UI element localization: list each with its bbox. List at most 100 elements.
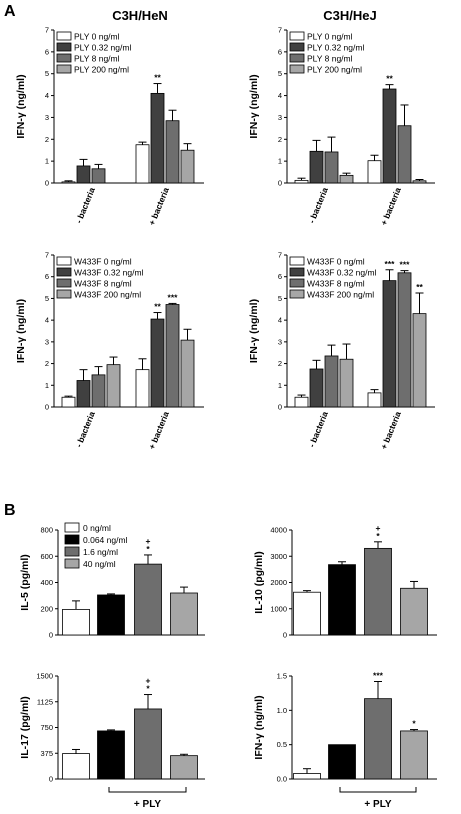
y-tick-label: 1.5 <box>277 672 287 681</box>
y-tick-label: 3 <box>278 337 282 346</box>
y-tick-label: 4 <box>278 91 282 100</box>
y-tick-label: 1500 <box>36 672 53 681</box>
legend-entry: PLY 0.32 ng/ml <box>307 43 364 53</box>
x-category-label: - bacteria <box>306 410 330 449</box>
ply-bracket <box>108 787 187 793</box>
bar-0-0 <box>294 179 309 184</box>
legend-entry: PLY 0.32 ng/ml <box>74 43 131 53</box>
y-tick-label: 600 <box>40 552 53 561</box>
y-tick-label: 4 <box>45 91 49 100</box>
legend-entry: W433F 0.32 ng/ml <box>74 268 144 278</box>
bar-3 <box>170 592 198 636</box>
bar-1 <box>328 744 356 780</box>
x-category-label: - bacteria <box>73 186 97 225</box>
ply-bracket-label: + PLY <box>134 799 161 810</box>
bar-1 <box>328 564 356 636</box>
significance-label: *** <box>373 670 384 680</box>
legend-entry: W433F 0 ng/ml <box>74 257 132 267</box>
legend-entry: 0.064 ng/ml <box>83 535 128 545</box>
y-axis-label: IFN-γ (ng/ml) <box>15 74 27 138</box>
bar-3-0 <box>106 364 121 408</box>
bar-3-1 <box>180 149 195 184</box>
ply-bracket-label: + PLY <box>364 799 391 810</box>
x-category-label: - bacteria <box>306 186 330 225</box>
bar-0-0 <box>294 396 309 408</box>
bar-2 <box>134 708 162 780</box>
legend-entry: PLY 8 ng/ml <box>74 54 120 64</box>
chart-B-IL5: 0 200 400 600 800 IL-5 (pg/ml) *+0 ng/ml 0.064 … <box>19 522 205 640</box>
y-tick-label: 1 <box>278 157 282 166</box>
bar-2-1 <box>397 272 412 408</box>
bar-0 <box>62 753 90 780</box>
y-tick-label: 7 <box>278 251 282 260</box>
chart-A-HeN-PLY: 0 1 2 3 4 5 6 7 IFN-γ (ng/ml) ** - bacteria + bacte… <box>15 26 204 227</box>
legend-swatch <box>56 289 72 299</box>
bar-1-0 <box>76 165 91 184</box>
bar-3 <box>170 755 198 780</box>
chart-B-IL10: 0 1000 2000 3000 4000 IL-10 (pg/ml) *+ <box>253 523 437 640</box>
legend-entry: PLY 0 ng/ml <box>74 32 120 42</box>
chart-A-HeJ-PLY: 0 1 2 3 4 5 6 7 IFN-γ (ng/ml) ** - bacteria + bacte… <box>248 26 435 227</box>
bar-0-1 <box>367 392 382 408</box>
panel-letter-a: A <box>4 3 16 20</box>
significance-label: * <box>376 531 380 541</box>
y-tick-label: 2000 <box>270 578 287 587</box>
bar-0-0 <box>61 396 76 408</box>
y-tick-label: 0 <box>49 775 53 784</box>
y-axis-label: IFN-γ (ng/ml) <box>253 695 265 759</box>
y-tick-label: 4000 <box>270 526 287 535</box>
significance-label: *** <box>400 260 411 270</box>
bar-1-0 <box>76 380 91 408</box>
legend-entry: 40 ng/ml <box>83 559 116 569</box>
legend-entry: 0 ng/ml <box>83 523 111 533</box>
bar-2-1 <box>165 120 180 184</box>
y-tick-label: 0 <box>283 631 287 640</box>
legend-swatch <box>289 278 305 288</box>
significance-label: + <box>146 536 151 546</box>
significance-label: * <box>146 544 150 554</box>
legend-swatch <box>56 42 72 52</box>
y-tick-label: 2 <box>45 359 49 368</box>
y-tick-label: 200 <box>40 604 53 613</box>
y-tick-label: 6 <box>45 47 49 56</box>
bar-3-1 <box>412 313 427 408</box>
bar-1 <box>97 594 125 636</box>
y-tick-label: 1000 <box>270 604 287 613</box>
y-tick-label: 3 <box>278 113 282 122</box>
y-tick-label: 0 <box>278 179 282 188</box>
bar-3-0 <box>339 358 354 408</box>
y-tick-label: 0.0 <box>277 775 287 784</box>
y-tick-label: 7 <box>45 251 49 260</box>
y-tick-label: 800 <box>40 526 53 535</box>
legend-swatch <box>289 64 305 74</box>
bar-2-1 <box>397 125 412 184</box>
significance-label: * <box>412 719 416 729</box>
column-title-hej: C3H/HeJ <box>323 8 376 23</box>
legend-swatch <box>56 278 72 288</box>
y-tick-label: 0 <box>278 403 282 412</box>
y-tick-label: 1 <box>45 381 49 390</box>
legend-entry: W433F 8 ng/ml <box>74 279 132 289</box>
y-tick-label: 3 <box>45 113 49 122</box>
y-tick-label: 5 <box>45 294 49 303</box>
legend-swatch <box>289 53 305 63</box>
bar-2-0 <box>324 355 339 408</box>
y-tick-label: 2 <box>45 135 49 144</box>
y-tick-label: 0 <box>45 403 49 412</box>
y-tick-label: 1125 <box>37 697 53 706</box>
significance-label: *** <box>168 292 179 302</box>
bar-2-0 <box>324 151 339 184</box>
y-tick-label: 7 <box>278 26 282 35</box>
x-category-label: + bacteria <box>379 186 403 227</box>
bar-1-0 <box>309 368 324 408</box>
bar-1-1 <box>382 280 397 408</box>
y-tick-label: 0.5 <box>277 740 287 749</box>
significance-label: ** <box>154 73 161 83</box>
y-tick-label: 1 <box>45 157 49 166</box>
significance-label: ** <box>416 282 423 292</box>
bar-1 <box>97 730 125 780</box>
y-tick-label: 0 <box>49 631 53 640</box>
